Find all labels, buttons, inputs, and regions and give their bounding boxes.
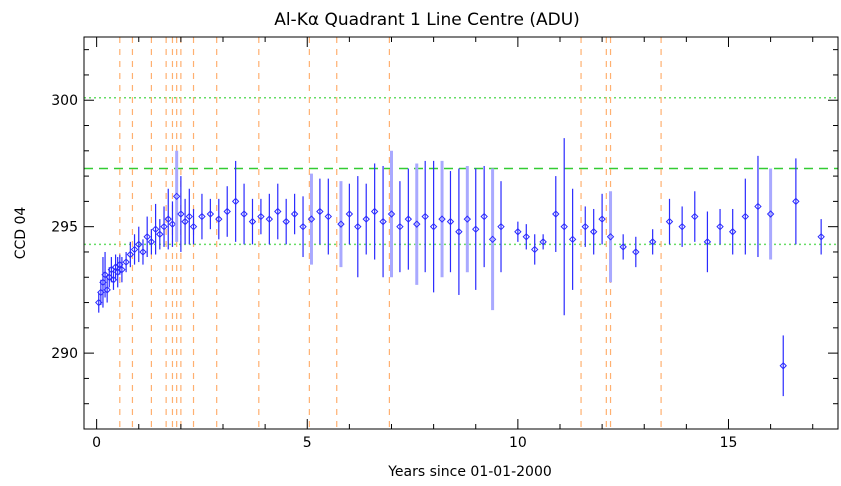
data-point	[324, 212, 333, 221]
data-point	[779, 362, 787, 370]
data-point	[497, 222, 505, 231]
data-point	[792, 197, 800, 206]
data-point	[282, 217, 290, 226]
data-point	[703, 238, 712, 246]
data-point	[404, 215, 413, 223]
data-point	[438, 215, 446, 223]
data-point	[147, 238, 156, 246]
data-point	[151, 225, 160, 233]
data-point	[107, 265, 116, 274]
y-tick-label: 290	[51, 346, 78, 362]
chart-title: Al-Kα Quadrant 1 Line Centre (ADU)	[274, 10, 580, 30]
data-point	[223, 207, 231, 216]
data-point	[135, 240, 143, 249]
data-point	[240, 210, 248, 218]
data-point	[126, 250, 135, 259]
x-axis-label: Years since 01-01-2000	[387, 464, 552, 480]
data-point	[231, 197, 240, 206]
data-point	[130, 245, 139, 254]
data-point	[257, 212, 265, 221]
data-point	[265, 215, 274, 223]
data-point	[316, 207, 324, 216]
data-point	[370, 207, 379, 216]
data-point	[446, 217, 455, 226]
data-point	[665, 217, 674, 226]
data-point	[413, 220, 421, 228]
data-point	[488, 235, 497, 244]
data-point	[396, 222, 404, 231]
data-point	[274, 207, 282, 216]
data-points	[95, 138, 825, 397]
data-point	[606, 233, 615, 241]
data-point	[248, 217, 257, 226]
data-point	[101, 271, 109, 279]
data-point	[632, 248, 640, 256]
data-point	[568, 235, 577, 244]
data-point	[345, 210, 354, 218]
data-point	[472, 225, 480, 233]
y-tick-label: 300	[51, 93, 78, 109]
x-tick-label: 10	[509, 435, 527, 451]
reference-lines	[84, 96, 838, 246]
data-point	[463, 215, 472, 223]
data-point	[817, 233, 825, 241]
x-tick-label: 15	[720, 435, 738, 451]
data-point	[139, 248, 147, 256]
data-point	[480, 212, 488, 221]
data-point	[455, 228, 463, 236]
data-point	[429, 222, 438, 231]
data-point	[741, 212, 750, 221]
data-point	[118, 265, 126, 274]
data-point	[290, 210, 299, 218]
x-tick-label: 0	[92, 435, 101, 451]
data-point	[754, 202, 762, 211]
data-point	[103, 286, 111, 294]
data-point	[181, 217, 189, 226]
data-point	[143, 233, 151, 241]
data-point	[379, 217, 387, 226]
y-tick-label: 295	[51, 220, 78, 236]
data-point	[589, 228, 598, 236]
data-point	[387, 210, 396, 218]
data-point	[552, 210, 560, 218]
data-point	[354, 222, 362, 231]
data-point	[598, 215, 606, 223]
x-tick-label: 5	[303, 435, 312, 451]
data-point	[307, 215, 316, 223]
data-point	[299, 222, 307, 231]
data-point	[177, 210, 185, 218]
axis-ticks: 0 5 10 15 290 295 300	[51, 37, 838, 451]
data-point	[766, 210, 775, 218]
data-point	[215, 215, 223, 223]
data-point	[619, 243, 627, 251]
data-point	[164, 215, 172, 223]
data-point	[678, 222, 686, 231]
data-point	[168, 220, 177, 228]
data-point	[539, 238, 547, 246]
data-point	[581, 222, 589, 231]
data-point	[716, 222, 724, 231]
data-point	[522, 233, 530, 241]
plot-frame	[83, 36, 839, 430]
data-point	[362, 215, 370, 223]
data-point	[560, 222, 568, 231]
data-point	[728, 228, 737, 236]
data-point	[206, 210, 215, 218]
data-point	[185, 212, 194, 221]
data-point	[122, 258, 130, 266]
data-point	[198, 212, 206, 221]
data-point	[648, 238, 657, 246]
y-axis-label: CCD 04	[13, 207, 29, 260]
data-point	[691, 212, 699, 221]
data-point	[337, 220, 345, 228]
data-point	[421, 212, 429, 221]
data-point	[172, 192, 181, 201]
data-point	[160, 222, 168, 231]
data-point	[531, 245, 539, 254]
data-point	[189, 222, 198, 231]
data-point	[156, 230, 164, 238]
data-point	[514, 228, 522, 236]
